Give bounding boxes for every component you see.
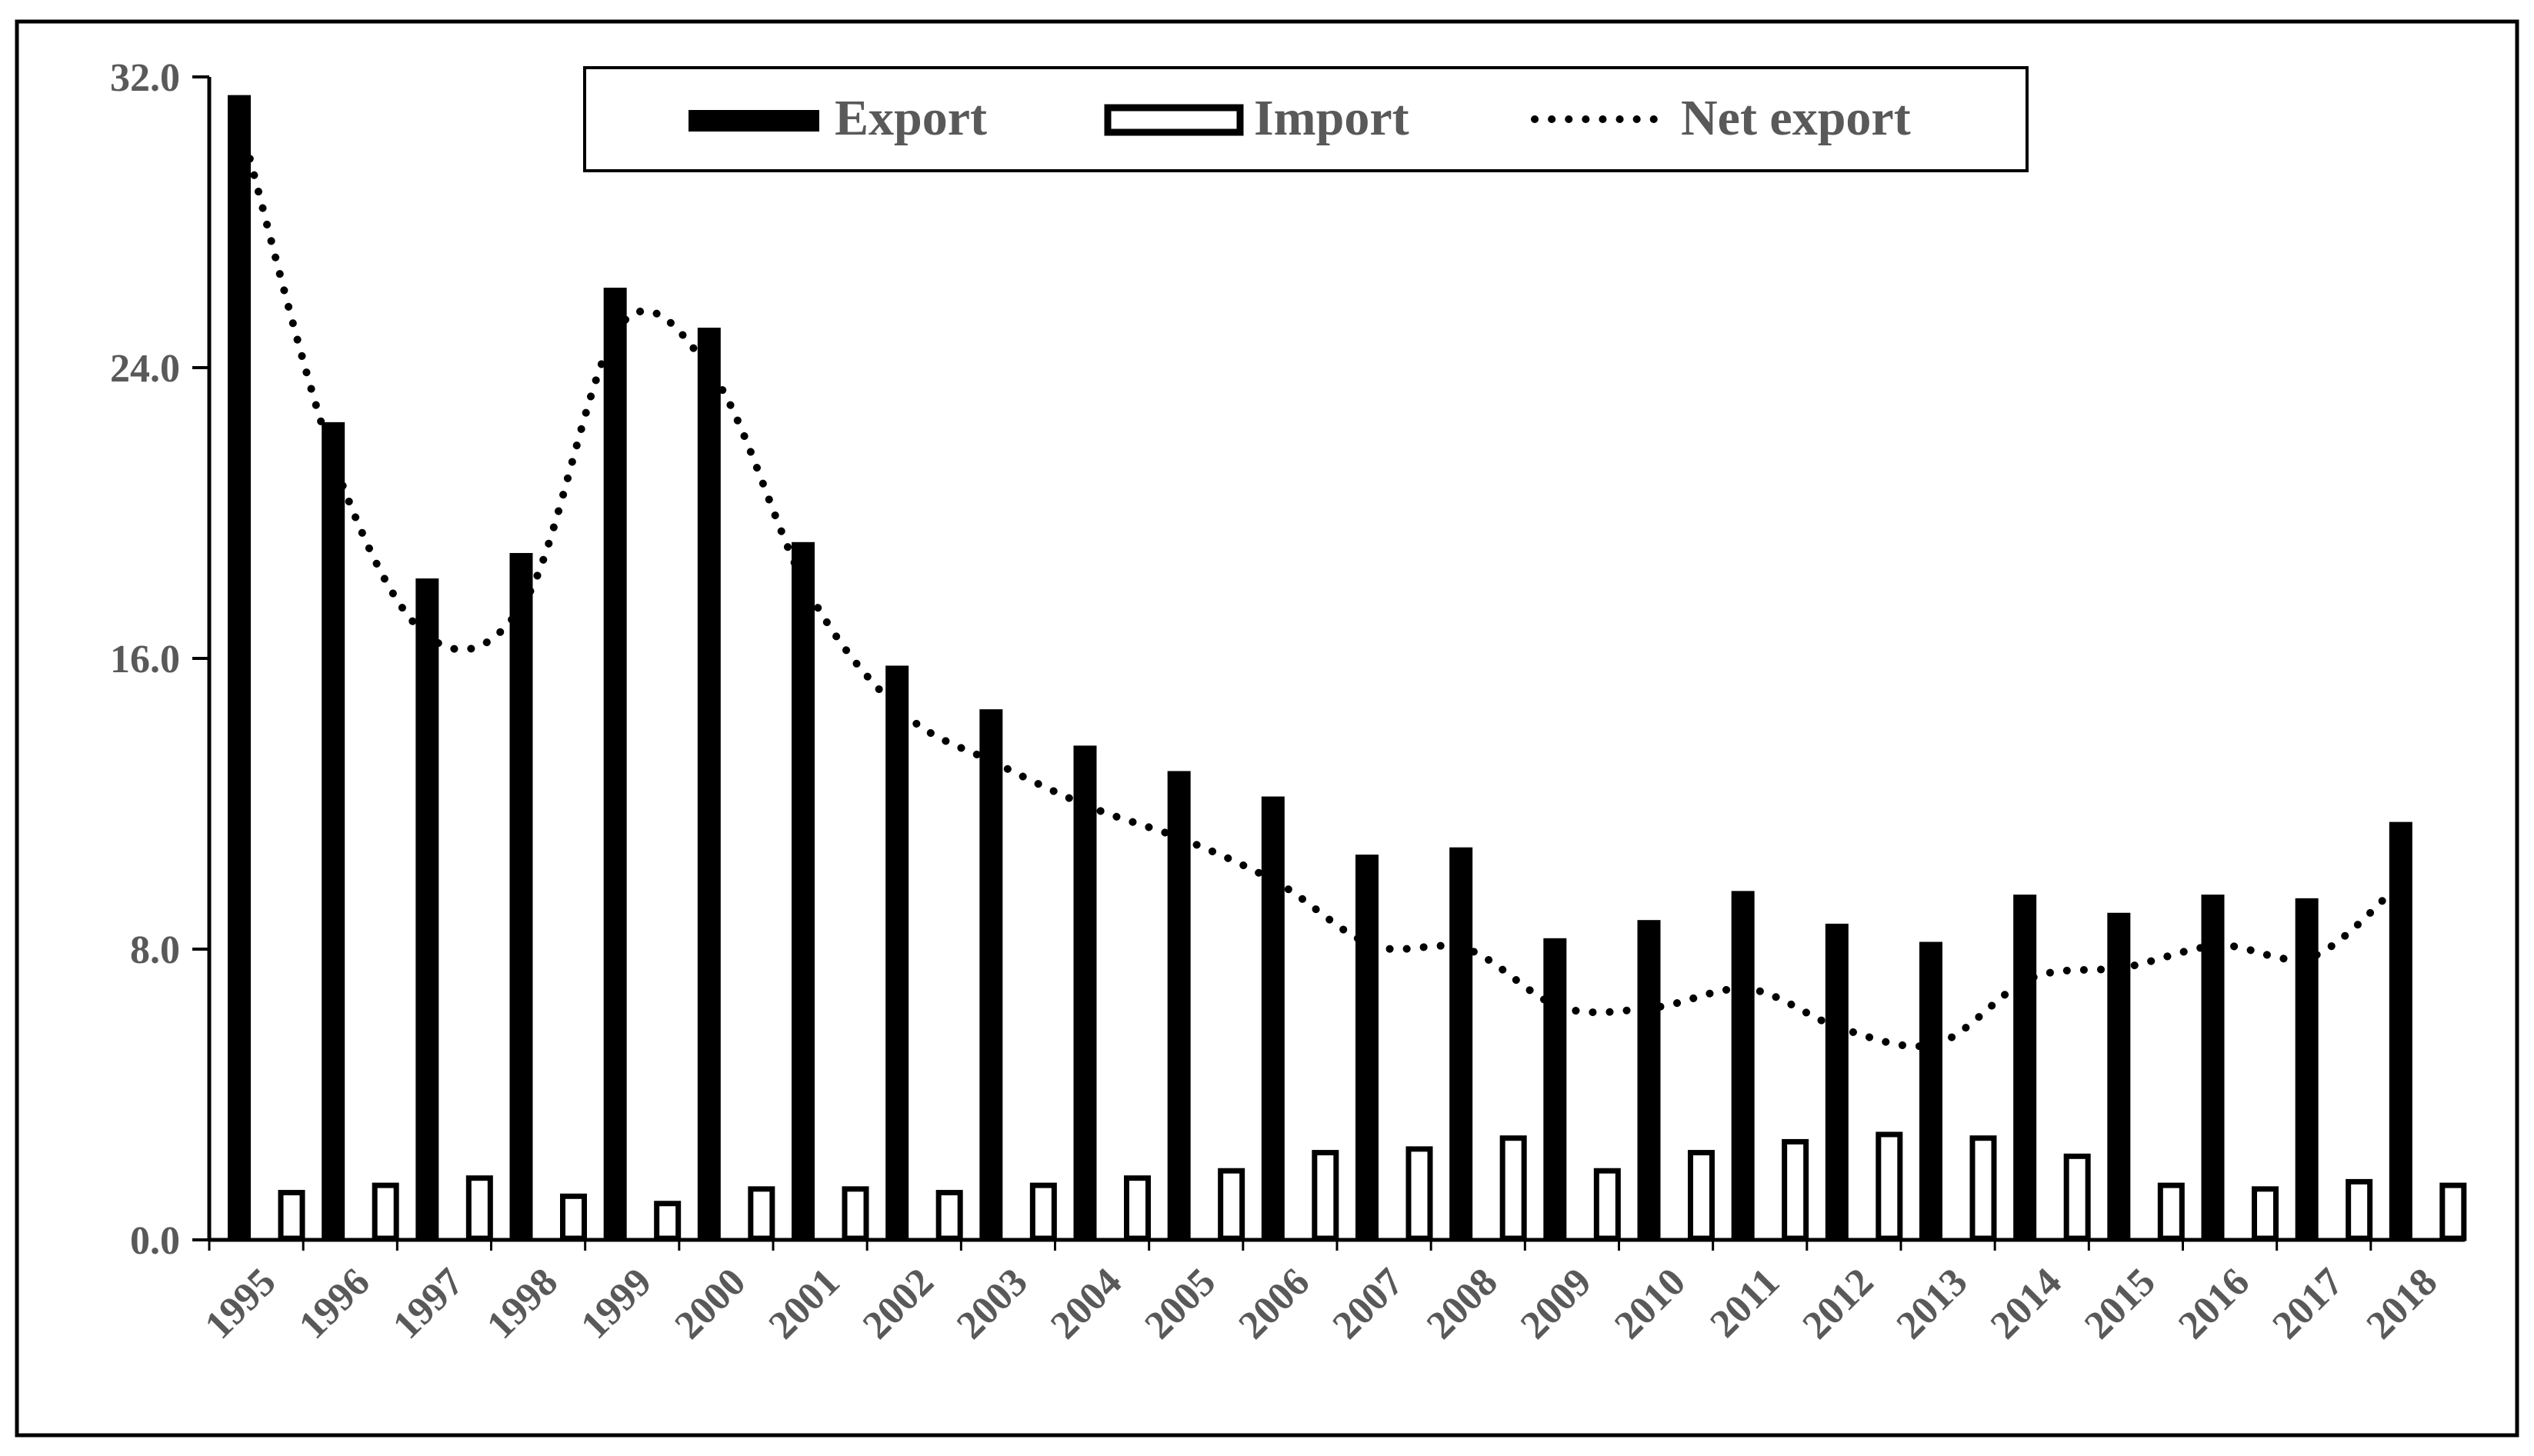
import-bar bbox=[1875, 1131, 1903, 1241]
export-bar bbox=[697, 328, 721, 1240]
export-bar bbox=[1919, 941, 1942, 1240]
legend-box bbox=[583, 66, 2029, 172]
export-bar bbox=[603, 288, 627, 1240]
import-bar bbox=[1782, 1138, 1809, 1241]
import-bar bbox=[1593, 1168, 1621, 1241]
import-bar bbox=[372, 1182, 399, 1241]
legend-swatch-import bbox=[1104, 104, 1244, 136]
import-bar bbox=[2346, 1178, 2373, 1241]
import-bar bbox=[2439, 1182, 2467, 1241]
export-bar bbox=[1825, 923, 1849, 1240]
export-bar bbox=[1355, 855, 1379, 1240]
export-bar bbox=[1543, 938, 1567, 1240]
import-bar bbox=[748, 1186, 775, 1241]
y-tick-label: 32.0 bbox=[110, 56, 180, 100]
import-bar bbox=[1312, 1150, 1339, 1241]
export-bar bbox=[1637, 920, 1661, 1240]
export-bar bbox=[1731, 891, 1755, 1240]
export-bar bbox=[1449, 847, 1473, 1240]
import-bar bbox=[1218, 1168, 1245, 1241]
export-bar bbox=[2389, 821, 2412, 1240]
export-bar bbox=[2295, 898, 2319, 1240]
y-tick-label: 24.0 bbox=[110, 347, 180, 391]
y-tick-label: 16.0 bbox=[110, 638, 180, 681]
import-bar bbox=[278, 1190, 305, 1241]
export-bar bbox=[2013, 895, 2037, 1240]
legend-label-import: Import bbox=[1254, 90, 1409, 146]
import-bar bbox=[2063, 1153, 2091, 1241]
import-bar bbox=[654, 1201, 682, 1241]
export-bar bbox=[509, 552, 533, 1240]
y-tick-label: 0.0 bbox=[130, 1219, 180, 1263]
legend-label-export: Export bbox=[835, 90, 987, 146]
export-bar bbox=[415, 578, 439, 1240]
export-bar bbox=[228, 95, 251, 1240]
export-bar bbox=[322, 421, 345, 1240]
export-bar bbox=[2201, 895, 2225, 1240]
import-bar bbox=[1499, 1135, 1527, 1241]
import-bar bbox=[935, 1190, 963, 1241]
legend-label-net-export: Net export bbox=[1681, 90, 1911, 146]
legend-swatch-export bbox=[689, 110, 819, 132]
export-bar bbox=[979, 709, 1003, 1240]
import-bar bbox=[2252, 1186, 2279, 1241]
import-bar bbox=[2157, 1182, 2185, 1241]
import-bar bbox=[465, 1175, 493, 1241]
import-bar bbox=[1405, 1146, 1433, 1241]
legend: Export Import Net export bbox=[583, 66, 2029, 172]
import-bar bbox=[1688, 1150, 1715, 1241]
import-bar bbox=[1124, 1175, 1151, 1241]
y-tick-label: 8.0 bbox=[130, 928, 180, 972]
import-bar bbox=[1969, 1135, 1997, 1241]
export-bar bbox=[792, 541, 815, 1240]
export-bar bbox=[1261, 796, 1285, 1240]
export-bar bbox=[885, 665, 909, 1240]
export-bar bbox=[2107, 912, 2131, 1240]
import-bar bbox=[1029, 1182, 1057, 1241]
export-bar bbox=[1073, 745, 1097, 1240]
import-bar bbox=[842, 1186, 869, 1241]
export-bar bbox=[1167, 771, 1191, 1240]
import-bar bbox=[560, 1193, 587, 1241]
